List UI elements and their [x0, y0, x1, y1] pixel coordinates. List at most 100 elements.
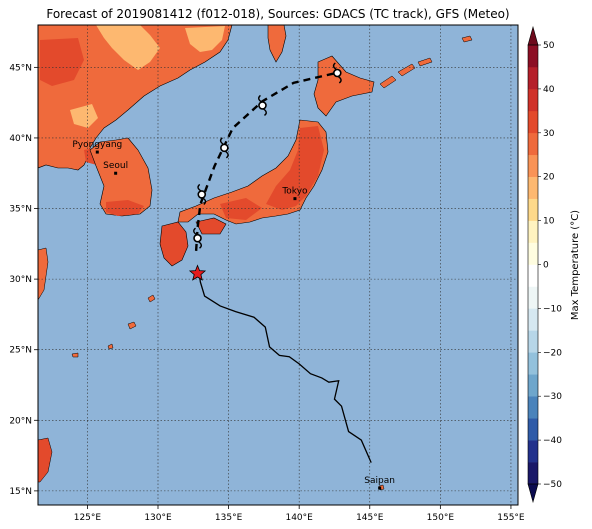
colorbar-segment	[528, 264, 538, 287]
tc-track	[188, 62, 372, 463]
colorbar-segment	[528, 110, 538, 134]
colorbar-tick-label: 40	[543, 85, 555, 95]
tc-forecast-marker	[332, 68, 342, 78]
land-warm-patch	[185, 26, 225, 52]
lat-tick-label: 35°N	[9, 205, 32, 215]
lon-tick-label: 135°E	[215, 513, 243, 523]
tc-forecast-marker-tail	[193, 227, 197, 236]
colorbar-tick-label: −50	[543, 480, 562, 490]
colorbar-segment	[528, 352, 538, 375]
tc-forecast-marker-tail	[219, 137, 224, 145]
land-taiwan	[38, 247, 49, 301]
land-warm-patch	[70, 104, 98, 128]
tc-forecast-marker	[193, 233, 202, 243]
latitude-ticks: 15°N 20°N 25°N 30°N 35°N 40°N 45°N	[9, 63, 38, 497]
place-marker	[293, 197, 297, 201]
colorbar-segment	[528, 66, 538, 90]
land-sakhalin	[267, 25, 287, 63]
colorbar-segment	[528, 198, 538, 221]
colorbar-tick-label: 10	[543, 217, 555, 227]
colorbar-segment	[528, 88, 538, 112]
lat-tick-label: 40°N	[9, 134, 32, 144]
tc-forecast-marker	[197, 190, 207, 199]
land-kamchatka-edge	[461, 35, 473, 43]
colorbar-segment	[528, 418, 538, 441]
colorbar-segment	[528, 242, 538, 265]
colorbar-extend-high	[527, 25, 539, 46]
colorbar-label: Max Temperature (°C)	[570, 210, 581, 320]
colorbar-segment	[528, 330, 538, 353]
colorbar-segment	[528, 462, 538, 485]
longitude-ticks: 125°E 130°E 135°E 140°E 145°E 150°E 155°E	[74, 505, 525, 523]
colorbar-tick-label: 20	[543, 173, 555, 183]
land-kyushu	[159, 221, 189, 267]
colorbar-segment	[528, 286, 538, 309]
colorbar-segment	[528, 440, 538, 463]
tc-forecast-marker-tail	[258, 94, 262, 103]
map-title: Forecast of 2019081412 (f012-018), Sourc…	[46, 7, 510, 21]
lon-tick-label: 155°E	[497, 513, 525, 523]
place-marker	[114, 171, 118, 175]
land-hot-patch	[40, 38, 84, 86]
place-label: Saipan	[364, 476, 395, 486]
land-hot-patch	[106, 200, 144, 216]
colorbar-segment	[528, 308, 538, 331]
colorbar-segment	[528, 176, 538, 199]
tc-forecast-marker-tail	[263, 108, 267, 117]
lat-tick-label: 25°N	[9, 346, 32, 356]
colorbar-segment	[528, 154, 538, 177]
land-hot-patch	[220, 198, 262, 220]
colorbar-tick-label: −30	[543, 392, 562, 402]
land-warm-patch	[96, 25, 160, 70]
lat-tick-label: 15°N	[9, 487, 32, 497]
place-label: Tokyo	[281, 187, 308, 197]
land-hot-patch	[266, 126, 324, 210]
lon-tick-label: 150°E	[427, 513, 455, 523]
tc-forecast-marker-tail	[337, 75, 342, 84]
place-label: Seoul	[103, 161, 128, 171]
map-frame	[37, 24, 519, 506]
colorbar-extend-low	[527, 483, 539, 504]
land-hokkaido	[313, 55, 375, 117]
colorbar-tick-label: −20	[543, 348, 562, 358]
tc-forecast-marker-tail	[198, 241, 202, 249]
lon-tick-label: 130°E	[144, 513, 172, 523]
land-kurils	[379, 57, 433, 89]
colorbar-tick-label: −40	[543, 436, 562, 446]
land-mainland-asia	[38, 25, 233, 171]
tc-past-track	[198, 270, 372, 463]
tc-forecast-marker	[220, 143, 229, 153]
colorbar-tick-label: 0	[543, 261, 549, 271]
colorbar-tick-label: 50	[543, 41, 555, 51]
colorbar-segment	[528, 220, 538, 243]
tc-current-position-star	[188, 264, 207, 281]
lon-tick-label: 125°E	[74, 513, 102, 523]
colorbar-segment	[528, 132, 538, 156]
place-labels: Pyongyang Seoul Tokyo Saipan	[72, 140, 395, 490]
colorbar: 50 40 30 20 10 0 −10 −20 −30 −40 −50	[527, 25, 562, 504]
land-ryukyu	[71, 294, 156, 358]
tc-forecast-marker-tail	[202, 197, 207, 205]
land-philippines	[38, 437, 53, 483]
tc-forecast-marker-tail	[224, 150, 229, 159]
lon-tick-label: 145°E	[356, 513, 384, 523]
lon-tick-label: 140°E	[285, 513, 313, 523]
land-shikoku	[195, 217, 227, 235]
colorbar-segment	[528, 396, 538, 419]
place-label: Pyongyang	[72, 140, 122, 150]
grid-lines	[38, 25, 518, 505]
lat-tick-label: 20°N	[9, 416, 32, 426]
lat-tick-label: 45°N	[9, 63, 32, 73]
colorbar-segment	[528, 374, 538, 397]
place-marker	[95, 150, 99, 154]
tc-forecast-marker	[258, 101, 267, 110]
tc-forecast-marker-tail	[197, 183, 202, 192]
lat-tick-label: 30°N	[9, 275, 32, 285]
colorbar-segment	[528, 45, 538, 68]
land-korea	[89, 137, 153, 217]
tc-forecast-marker-tail	[332, 62, 337, 71]
colorbar-tick-label: −10	[543, 304, 562, 314]
colorbar-tick-label: 30	[543, 129, 555, 139]
place-marker	[378, 486, 382, 490]
